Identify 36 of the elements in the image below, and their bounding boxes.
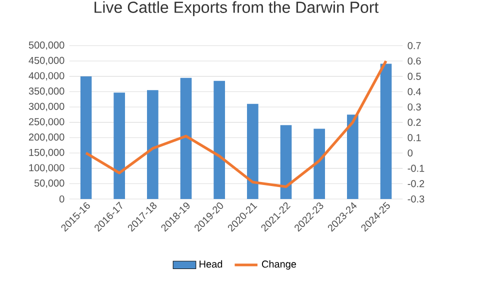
y2-tick-label: 0 [408, 149, 413, 157]
y2-tick-label: 0.7 [408, 42, 421, 50]
chart-title: Live Cattle Exports from the Darwin Port [94, 1, 379, 16]
bar [347, 114, 358, 199]
y-tick-label: 200,000 [28, 134, 64, 142]
legend-label: Change [262, 260, 296, 270]
y2-tick-label: 0.2 [408, 118, 421, 126]
y-tick-label: 450,000 [28, 56, 64, 66]
bar [314, 128, 325, 199]
line-series [84, 60, 388, 188]
bar [247, 104, 258, 199]
y2-tick-label: -0.2 [408, 180, 424, 188]
bar [380, 64, 392, 199]
bar [147, 90, 158, 199]
y-tick-label: 0 [59, 195, 64, 203]
y-tick-label: 100,000 [29, 164, 64, 172]
bar [114, 92, 126, 199]
bar [180, 78, 192, 199]
y2-tick-label: 0.4 [408, 88, 421, 96]
y2-tick-label: -0.1 [408, 164, 424, 172]
y-tick-label: 400,000 [28, 72, 64, 80]
bar [214, 80, 226, 199]
y-tick-label: 250,000 [28, 118, 64, 126]
y-tick-label: 50,000 [34, 180, 64, 188]
y-tick-label: 500,000 [28, 42, 64, 50]
y2-tick-label: 0.6 [408, 57, 421, 65]
y-tick-label: 300,000 [28, 102, 64, 112]
y-tick-label: 350,000 [28, 88, 64, 96]
y2-tick-label: -0.3 [408, 195, 424, 203]
legend-label: Head [200, 260, 222, 268]
y-tick-label: 150,000 [29, 148, 64, 158]
y2-tick-label: 0.1 [408, 134, 421, 142]
y2-tick-label: 0.3 [408, 103, 421, 111]
bar [80, 76, 92, 199]
bar [280, 125, 292, 199]
y2-tick-label: 0.5 [408, 72, 421, 80]
